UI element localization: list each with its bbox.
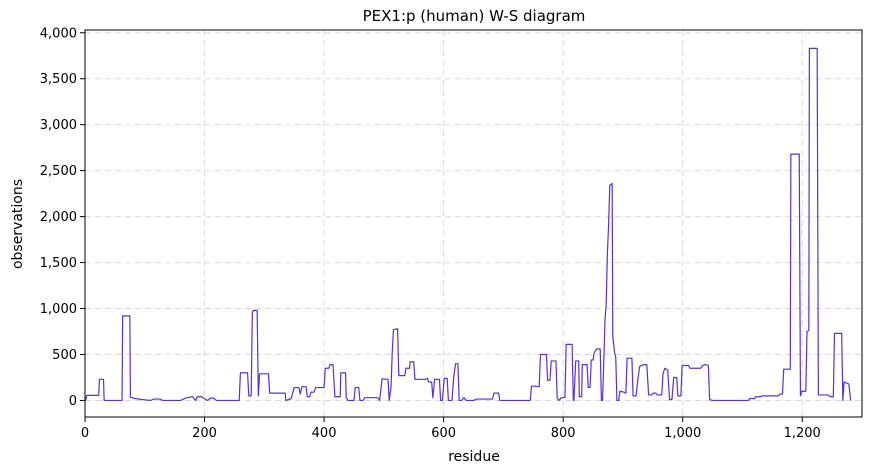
- x-tick-label: 400: [312, 426, 337, 441]
- x-axis-title: residue: [448, 449, 500, 465]
- tick-layer: 0 200 400 600 800 1,000 1,200 0 500 1,000 1,500 2,0…: [40, 26, 821, 441]
- y-tick-label: 1,500: [40, 256, 77, 271]
- y-axis-title: observations: [10, 179, 26, 269]
- y-tick-label: 2,500: [40, 164, 77, 179]
- y-tick-label: 3,500: [40, 72, 77, 87]
- y-tick-label: 3,000: [40, 118, 77, 133]
- series-layer: [85, 47, 852, 402]
- y-tick-label: 0: [69, 394, 77, 409]
- x-tick-label: 1,000: [664, 426, 701, 441]
- x-tick-label: 0: [81, 426, 89, 441]
- grid-layer: [84, 30, 862, 417]
- y-tick-label: 500: [52, 348, 77, 363]
- y-tick-label: 2,000: [40, 210, 77, 225]
- x-tick-label: 1,200: [784, 426, 821, 441]
- plot-frame: [84, 29, 863, 418]
- x-tick-label: 200: [192, 426, 217, 441]
- x-tick-label: 800: [551, 426, 576, 441]
- chart-title: PEX1:p (human) W-S diagram: [363, 7, 586, 25]
- x-tick-label: 600: [431, 426, 456, 441]
- y-tick-label: 1,000: [40, 302, 77, 317]
- series-line-0: [85, 47, 852, 402]
- y-tick-label: 4,000: [40, 26, 77, 41]
